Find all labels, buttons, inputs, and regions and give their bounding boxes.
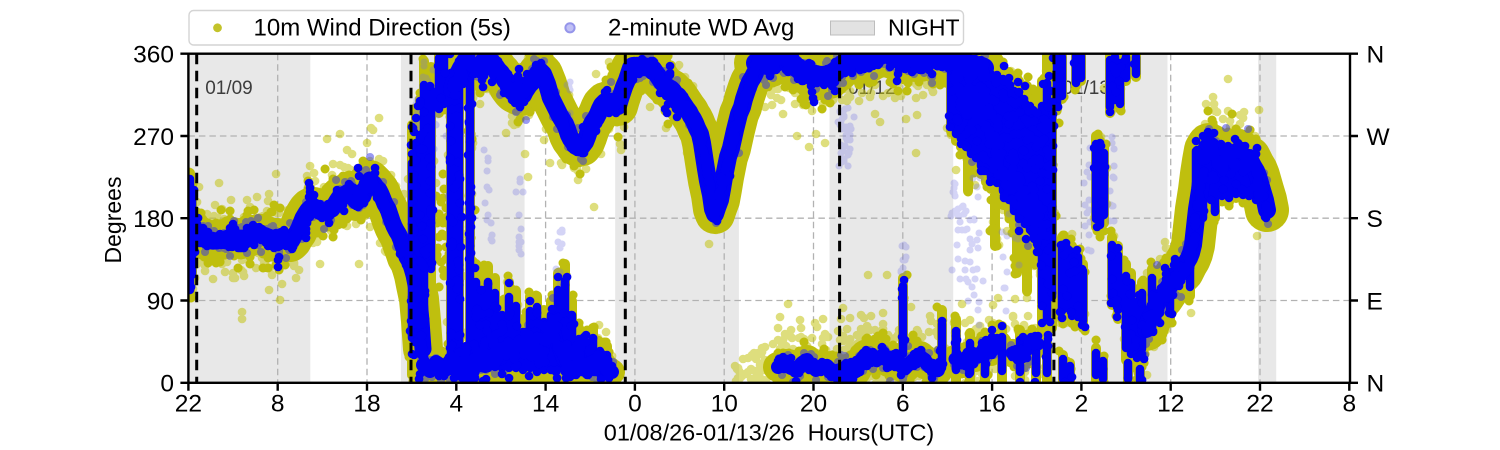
svg-text:6: 6 <box>896 391 910 418</box>
svg-text:01/08/26-01/13/26 Hours(UTC): 01/08/26-01/13/26 Hours(UTC) <box>604 420 934 446</box>
svg-text:W: W <box>1367 124 1391 151</box>
svg-text:16: 16 <box>978 391 1005 418</box>
svg-text:0: 0 <box>628 391 642 418</box>
svg-text:10: 10 <box>711 391 738 418</box>
svg-text:8: 8 <box>1342 391 1356 418</box>
svg-text:360: 360 <box>133 42 174 69</box>
svg-text:S: S <box>1367 206 1383 233</box>
svg-text:10m Wind Direction (5s): 10m Wind Direction (5s) <box>254 15 511 42</box>
svg-text:22: 22 <box>175 391 202 418</box>
svg-text:NIGHT: NIGHT <box>888 15 960 41</box>
svg-text:12: 12 <box>1157 391 1184 418</box>
svg-text:2: 2 <box>1075 391 1089 418</box>
svg-text:Degrees: Degrees <box>100 177 126 264</box>
svg-text:4: 4 <box>449 391 463 418</box>
svg-text:18: 18 <box>353 391 380 418</box>
svg-text:N: N <box>1367 42 1385 69</box>
svg-text:2-minute WD Avg: 2-minute WD Avg <box>608 15 794 42</box>
svg-text:22: 22 <box>1246 391 1273 418</box>
svg-text:N: N <box>1367 371 1385 398</box>
svg-text:180: 180 <box>133 206 174 233</box>
svg-text:0: 0 <box>160 371 174 398</box>
svg-text:8: 8 <box>271 391 285 418</box>
svg-text:20: 20 <box>800 391 827 418</box>
svg-text:E: E <box>1367 288 1383 315</box>
svg-text:90: 90 <box>147 288 174 315</box>
svg-text:270: 270 <box>133 124 174 151</box>
svg-text:01/09: 01/09 <box>205 78 253 99</box>
svg-text:14: 14 <box>532 391 559 418</box>
